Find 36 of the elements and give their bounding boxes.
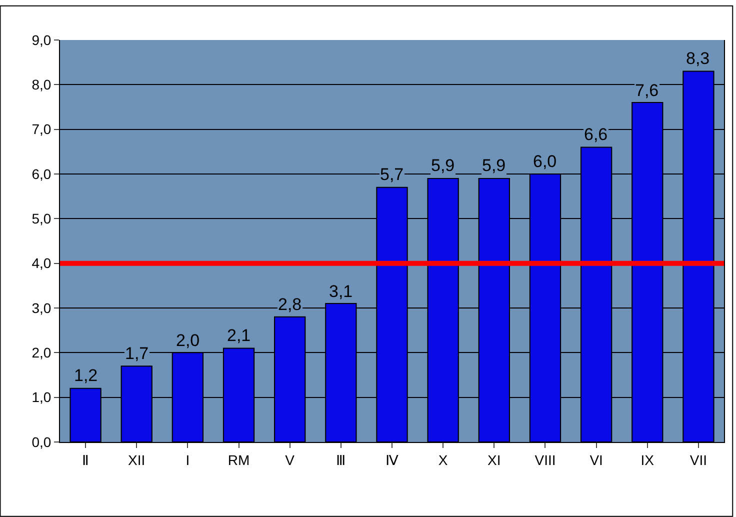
y-tick-label: 7,0 (32, 121, 52, 138)
data-label: 7,6 (635, 81, 659, 100)
data-label: 5,7 (380, 165, 404, 184)
data-label: 8,3 (686, 49, 710, 68)
data-label: 2,0 (176, 331, 200, 350)
y-tick-label: 5,0 (32, 210, 52, 227)
data-label: 2,1 (227, 326, 251, 345)
data-label: 5,9 (482, 156, 506, 175)
data-label: 2,8 (278, 295, 302, 314)
x-tick-label: X (438, 452, 448, 468)
x-tick-label: XII (128, 452, 146, 468)
y-tick-label: 8,0 (32, 76, 52, 93)
x-tick-label: V (285, 452, 296, 468)
y-tick-label: 0,0 (32, 434, 52, 450)
x-tick-label: Ⅳ (386, 452, 398, 468)
y-tick-label: 3,0 (32, 300, 52, 316)
data-label: 6,6 (584, 125, 608, 144)
data-label: 1,7 (125, 344, 149, 363)
data-label: 3,1 (329, 282, 353, 301)
data-label: 6,0 (533, 152, 557, 171)
x-tick-label: Ⅱ (82, 452, 90, 468)
y-tick-label: 6,0 (32, 166, 52, 182)
y-tick-label: 2,0 (32, 344, 52, 361)
data-label: 1,2 (74, 366, 98, 385)
x-tick-label: Ⅲ (336, 452, 346, 468)
data-label: 5,9 (431, 156, 455, 175)
x-tick-label: VII (690, 452, 708, 468)
y-tick-label: 9,0 (32, 32, 52, 48)
x-tick-label: VI (590, 452, 603, 468)
x-tick-label: XI (488, 452, 501, 468)
x-tick-label: I (186, 452, 190, 468)
x-tick-label: RM (228, 452, 250, 468)
y-tick-label: 1,0 (32, 389, 52, 406)
x-tick-label: IX (640, 452, 655, 468)
y-tick-label: 4,0 (32, 255, 52, 272)
x-tick-label: VIII (534, 452, 556, 468)
